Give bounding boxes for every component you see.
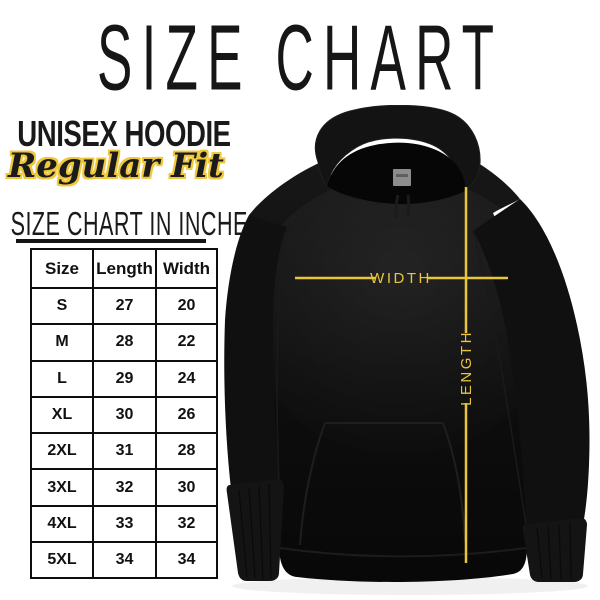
cell-size: 4XL [30,504,94,544]
cell-width: 30 [155,468,218,507]
right-sleeve [473,199,590,525]
cell-width: 28 [155,432,218,471]
cell-width: 34 [155,541,218,580]
hoodie-illustration: WIDTH LENGTH [224,104,590,595]
right-cuff-ribbing [536,521,572,581]
table-row-xl: XL 30 26 [30,395,218,435]
cell-size: 2XL [30,432,94,471]
left-sleeve-seam [276,226,288,484]
floor-shadow [232,577,588,595]
page-title: SIZE CHART [0,6,600,111]
length-label: LENGTH [458,330,475,406]
right-sleeve-seam [472,230,527,526]
drawstrings [394,194,411,219]
cell-width: 20 [155,286,218,326]
cell-length: 27 [92,286,157,326]
cell-size: M [30,323,94,362]
table-row-3xl: 3XL 32 30 [30,468,218,507]
heading-underline [16,239,206,243]
cell-size: 3XL [30,468,94,507]
product-name: UNISEX HOODIE [8,115,231,155]
product-name-text: UNISEX HOODIE [17,115,231,155]
neck-tag-print [396,174,408,177]
table-row-l: L 29 24 [30,359,218,398]
size-table: Size Length Width S 27 20 M 28 22 L [30,248,218,580]
col-header-size: Size [30,248,94,289]
cell-length: 34 [92,541,157,580]
cell-size: XL [30,395,94,435]
hoodie-photo: WIDTH LENGTH [215,104,600,600]
page-title-text: SIZE CHART [96,7,504,112]
cell-size: S [30,286,94,326]
table-row-2xl: 2XL 31 28 [30,432,218,471]
hem-seam [279,547,527,558]
cell-width: 32 [155,504,218,544]
fabric-highlight [245,175,555,455]
cell-length: 29 [92,359,157,398]
cell-width: 24 [155,359,218,398]
cell-length: 32 [92,468,157,507]
left-sleeve [224,215,287,489]
cell-size: L [30,359,94,398]
table-row-m: M 28 22 [30,323,218,362]
table-row-4xl: 4XL 33 32 [30,504,218,544]
table-row-s: S 27 20 [30,286,218,326]
pocket-seams [299,422,466,546]
cell-width: 26 [155,395,218,435]
table-heading: SIZE CHART IN INCHES [8,205,263,243]
fit-label: Regular Fit [8,146,224,186]
left-cuff [226,479,284,581]
cell-length: 30 [92,395,157,435]
cell-length: 33 [92,504,157,544]
right-cuff [522,518,587,582]
left-cuff-ribbing [238,483,272,580]
neck-tag [393,169,411,186]
size-table-header-row: Size Length Width [30,248,218,289]
hoodie-body-group [224,104,590,583]
table-row-5xl: 5XL 34 34 [30,541,218,580]
cell-width: 22 [155,323,218,362]
cell-length: 31 [92,432,157,471]
table-heading-text: SIZE CHART IN INCHES [10,205,263,243]
col-header-length: Length [92,248,157,289]
cell-size: 5XL [30,541,94,580]
col-header-width: Width [155,248,218,289]
measurement-overlay [295,187,508,563]
cell-length: 28 [92,323,157,362]
width-label: WIDTH [370,270,432,287]
